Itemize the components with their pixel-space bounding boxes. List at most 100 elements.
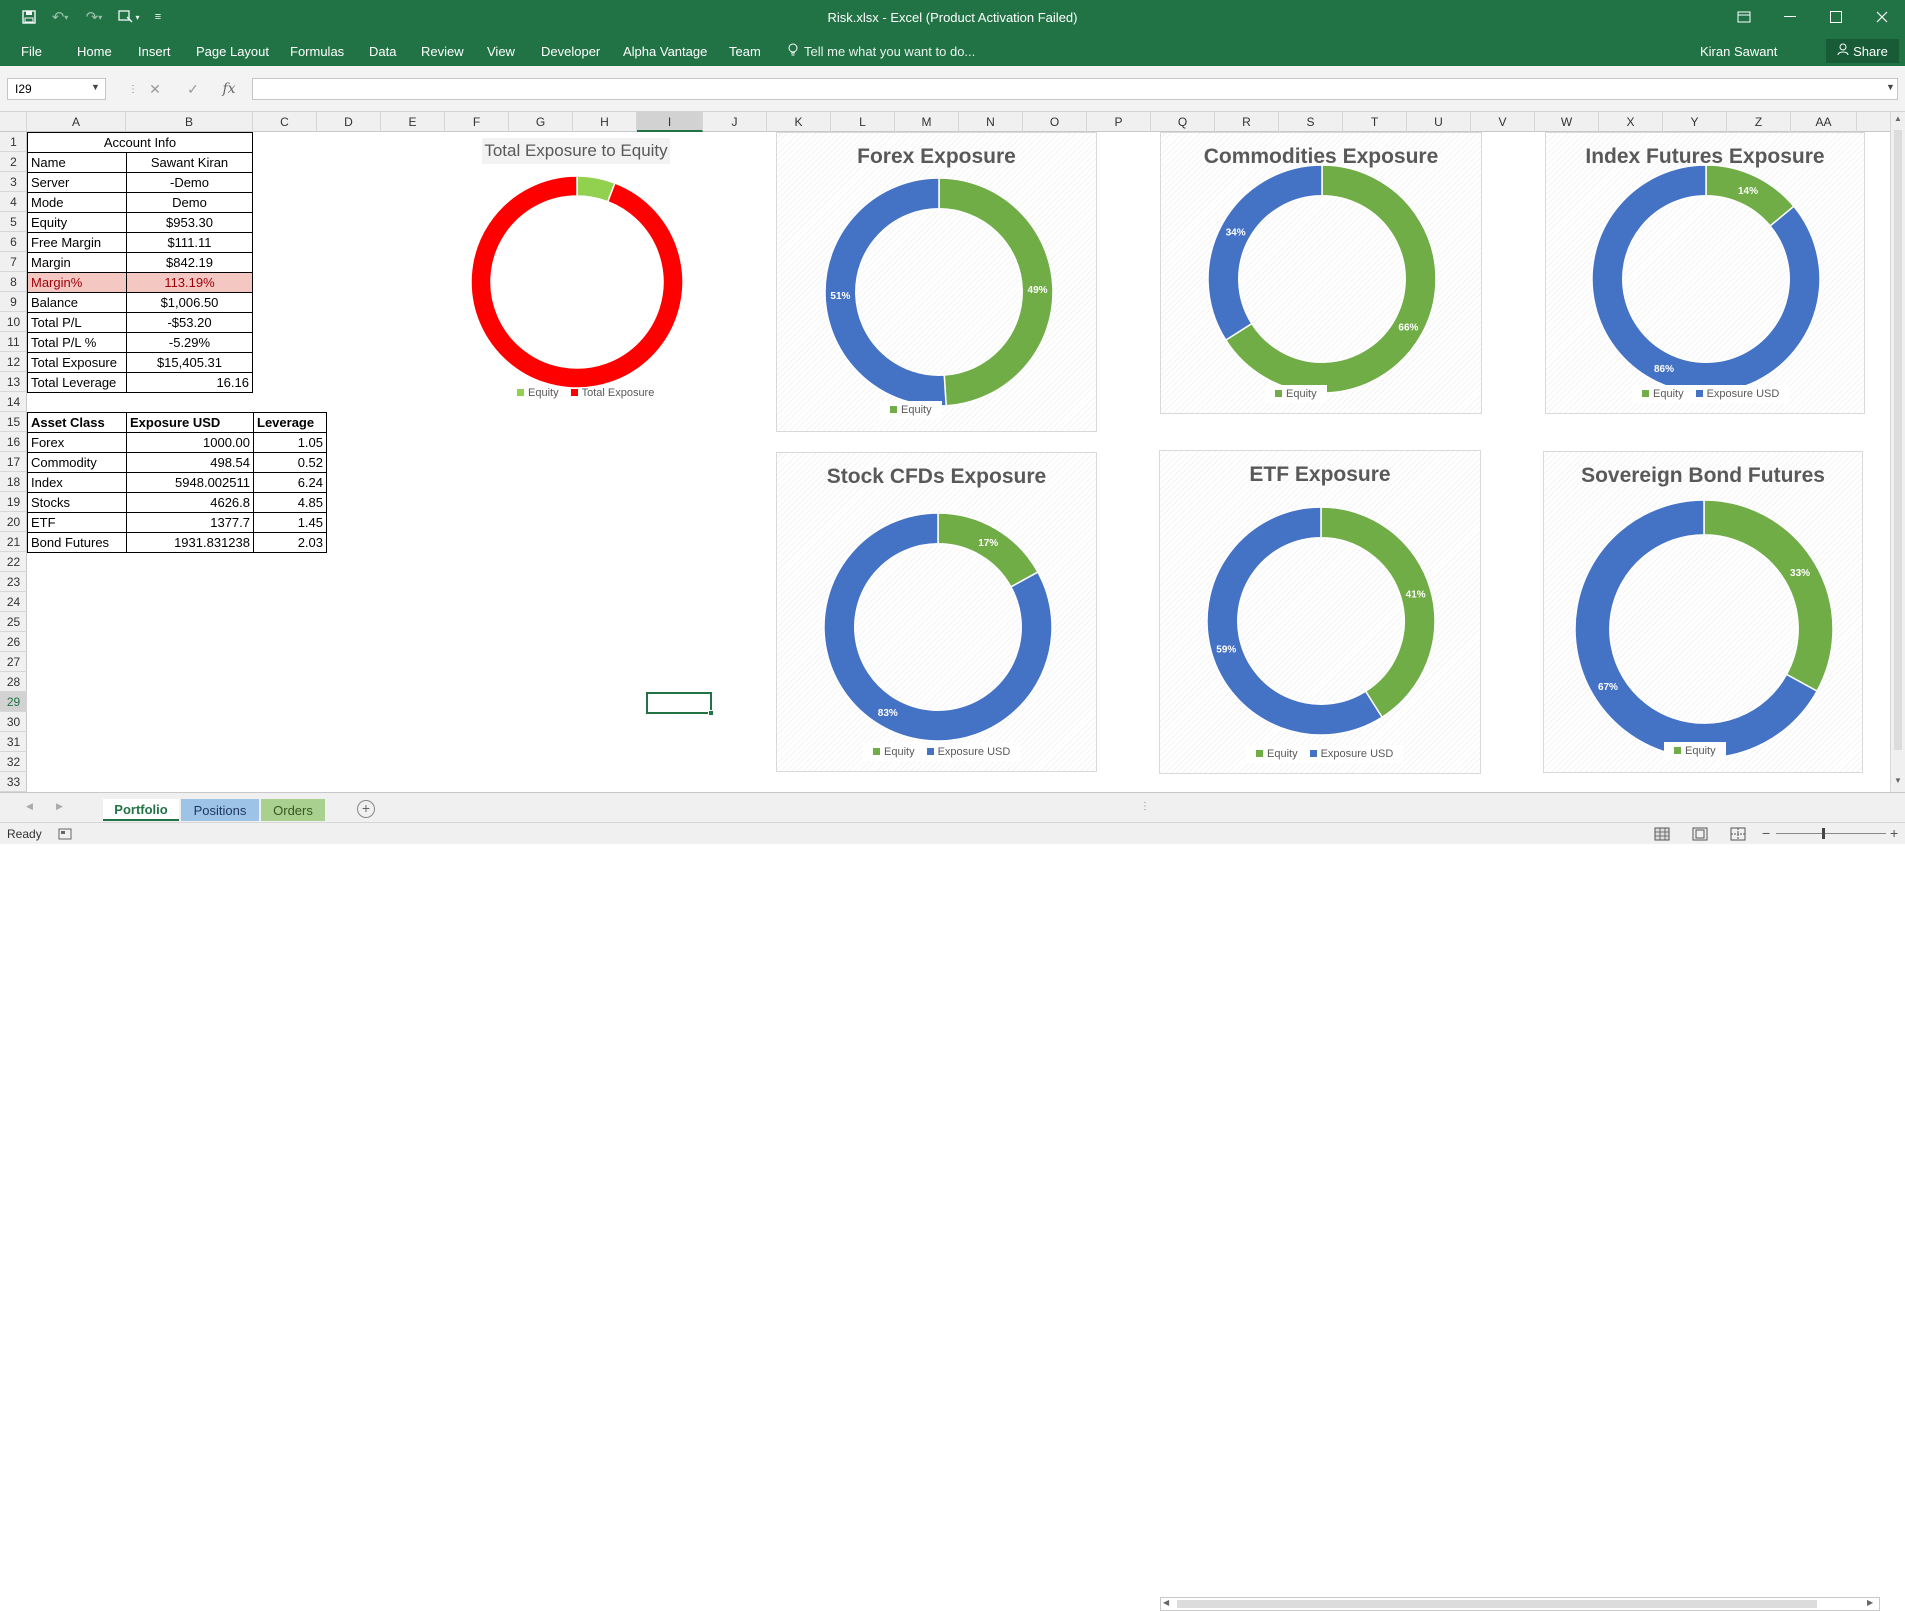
row-header-33[interactable]: 33 <box>0 772 27 792</box>
undo-icon[interactable]: ↶ ▾ <box>51 9 69 26</box>
row-header-16[interactable]: 16 <box>0 432 27 452</box>
formula-input[interactable] <box>252 78 1898 100</box>
scroll-left-icon[interactable]: ◀ <box>1163 1598 1170 1607</box>
tab-split-handle-icon[interactable]: ⋮ <box>1140 801 1150 812</box>
column-header-h[interactable]: H <box>573 112 637 132</box>
row-header-15[interactable]: 15 <box>0 412 27 432</box>
share-button[interactable]: Share <box>1826 39 1899 63</box>
row-header-9[interactable]: 9 <box>0 292 27 312</box>
row-header-5[interactable]: 5 <box>0 212 27 232</box>
account-label-cell[interactable]: Total P/L <box>27 312 127 333</box>
row-header-31[interactable]: 31 <box>0 732 27 752</box>
close-icon[interactable] <box>1862 4 1902 30</box>
asset-table-cell[interactable]: ETF <box>27 512 127 533</box>
tab-data[interactable]: Data <box>369 43 397 59</box>
row-header-7[interactable]: 7 <box>0 252 27 272</box>
chart-etf-exposure[interactable]: ETF Exposure 41% 59% Equity Exposure USD <box>1159 450 1481 774</box>
page-break-view-icon[interactable] <box>1730 827 1746 844</box>
select-all-corner[interactable] <box>0 112 27 132</box>
column-header-e[interactable]: E <box>381 112 445 132</box>
asset-table-cell[interactable]: 0.52 <box>253 452 327 473</box>
tab-team[interactable]: Team <box>729 43 761 59</box>
asset-table-cell[interactable]: 1000.00 <box>126 432 254 453</box>
row-header-17[interactable]: 17 <box>0 452 27 472</box>
zoom-slider[interactable] <box>1776 833 1886 834</box>
row-header-30[interactable]: 30 <box>0 712 27 732</box>
column-header-y[interactable]: Y <box>1663 112 1727 132</box>
column-header-s[interactable]: S <box>1279 112 1343 132</box>
cancel-icon[interactable]: ✕ <box>149 80 161 97</box>
chart-forex-exposure[interactable]: Forex Exposure 49% 51% Equity <box>776 132 1097 432</box>
row-header-23[interactable]: 23 <box>0 572 27 592</box>
chart-index-futures-exposure[interactable]: Index Futures Exposure 14% 86% Equity Expo… <box>1545 132 1865 414</box>
column-header-a[interactable]: A <box>27 112 126 132</box>
account-label-cell[interactable]: Total Leverage <box>27 372 127 393</box>
slice-exposure-usd[interactable] <box>1591 164 1821 394</box>
account-value-cell[interactable]: $1,006.50 <box>126 292 253 313</box>
row-header-25[interactable]: 25 <box>0 612 27 632</box>
tab-view[interactable]: View <box>487 43 515 59</box>
asset-table-cell[interactable]: 1377.7 <box>126 512 254 533</box>
account-value-cell[interactable]: $842.19 <box>126 252 253 273</box>
asset-table-cell[interactable]: 1.05 <box>253 432 327 453</box>
column-header-r[interactable]: R <box>1215 112 1279 132</box>
asset-table-cell[interactable]: Bond Futures <box>27 532 127 553</box>
insert-function-icon[interactable]: fx <box>222 81 236 97</box>
asset-table-cell[interactable]: 6.24 <box>253 472 327 493</box>
tab-page-layout[interactable]: Page Layout <box>196 43 270 59</box>
tab-home[interactable]: Home <box>77 43 112 59</box>
row-header-20[interactable]: 20 <box>0 512 27 532</box>
account-value-cell[interactable]: 113.19% <box>126 272 253 293</box>
asset-table-header[interactable]: Asset Class <box>27 412 127 433</box>
row-header-4[interactable]: 4 <box>0 192 27 212</box>
tab-file[interactable]: File <box>21 43 42 59</box>
zoom-slider-thumb[interactable] <box>1822 828 1825 839</box>
account-label-cell[interactable]: Total Exposure <box>27 352 127 373</box>
row-header-10[interactable]: 10 <box>0 312 27 332</box>
row-header-24[interactable]: 24 <box>0 592 27 612</box>
column-header-x[interactable]: X <box>1599 112 1663 132</box>
tab-insert[interactable]: Insert <box>138 43 171 59</box>
save-icon[interactable] <box>18 6 40 28</box>
tab-developer[interactable]: Developer <box>541 43 601 59</box>
vertical-scrollbar[interactable]: ▲ ▼ <box>1890 112 1905 792</box>
row-header-13[interactable]: 13 <box>0 372 27 392</box>
slice-exposure-usd[interactable] <box>1206 506 1384 736</box>
column-header-aa[interactable]: AA <box>1791 112 1857 132</box>
row-header-28[interactable]: 28 <box>0 672 27 692</box>
slice-equity[interactable] <box>1320 506 1436 719</box>
column-header-u[interactable]: U <box>1407 112 1471 132</box>
user-name[interactable]: Kiran Sawant <box>1700 43 1778 59</box>
add-sheet-icon[interactable]: + <box>357 800 375 818</box>
fill-handle[interactable] <box>708 710 714 716</box>
column-header-f[interactable]: F <box>445 112 509 132</box>
column-header-v[interactable]: V <box>1471 112 1535 132</box>
minimize-icon[interactable] <box>1770 4 1810 30</box>
vertical-scroll-thumb[interactable] <box>1894 130 1902 750</box>
account-value-cell[interactable]: $953.30 <box>126 212 253 233</box>
asset-table-header[interactable]: Exposure USD <box>126 412 254 433</box>
column-header-t[interactable]: T <box>1343 112 1407 132</box>
column-header-z[interactable]: Z <box>1727 112 1791 132</box>
asset-table-cell[interactable]: Forex <box>27 432 127 453</box>
slice-exposure-usd[interactable] <box>823 512 1053 742</box>
column-header-m[interactable]: M <box>895 112 959 132</box>
asset-table-cell[interactable]: 2.03 <box>253 532 327 553</box>
chart-total-exposure[interactable]: Total Exposure to Equity Equity Total Exp… <box>457 132 697 399</box>
row-header-19[interactable]: 19 <box>0 492 27 512</box>
scroll-sheets-right-icon[interactable]: ▶ <box>56 801 63 811</box>
asset-table-header[interactable]: Leverage <box>253 412 327 433</box>
horizontal-scroll-thumb[interactable] <box>1177 1600 1817 1608</box>
tab-review[interactable]: Review <box>421 43 464 59</box>
scroll-sheets-left-icon[interactable]: ◀ <box>26 801 33 811</box>
slice-equity[interactable] <box>1703 499 1834 693</box>
column-header-b[interactable]: B <box>126 112 253 132</box>
chart-stock-cfds-exposure[interactable]: Stock CFDs Exposure 17% 83% Equity Exposur… <box>776 452 1097 772</box>
row-header-14[interactable]: 14 <box>0 392 27 412</box>
page-layout-view-icon[interactable] <box>1692 827 1708 844</box>
account-value-cell[interactable]: Demo <box>126 192 253 213</box>
slice-equity[interactable] <box>1224 164 1437 394</box>
sheet-tab-orders[interactable]: Orders <box>261 799 325 821</box>
column-header-i[interactable]: I <box>637 112 703 132</box>
column-header-p[interactable]: P <box>1087 112 1151 132</box>
